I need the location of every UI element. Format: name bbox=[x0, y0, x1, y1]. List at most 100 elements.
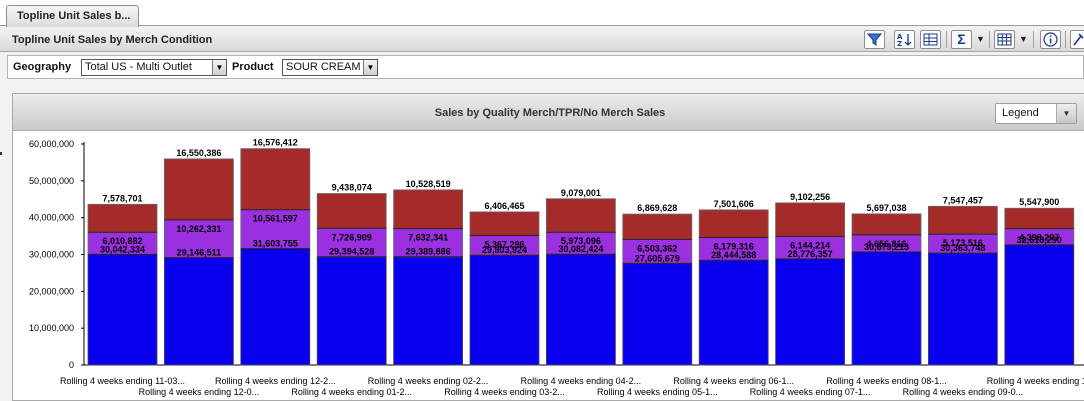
x-tick-label: Rolling 4 weeks ending 07-1... bbox=[750, 387, 871, 397]
bar-segment bbox=[1004, 207, 1075, 230]
bar-segment bbox=[546, 253, 616, 366]
svg-text:A: A bbox=[897, 33, 903, 41]
bar-segment bbox=[622, 262, 693, 366]
x-tick-label: Rolling 4 weeks ending 06-1... bbox=[673, 376, 794, 386]
data-label: 28,444,588 bbox=[711, 250, 756, 260]
x-tick-label: Rolling 4 weeks ending 12-2... bbox=[215, 376, 336, 386]
data-label: 29,394,528 bbox=[329, 247, 374, 257]
y-tick-label: 20,000,000 bbox=[29, 286, 74, 296]
sum-icon[interactable]: Σ bbox=[951, 30, 972, 49]
data-label: 5,367,296 bbox=[484, 239, 524, 249]
bar-segment bbox=[851, 251, 922, 366]
data-label: 5,173,516 bbox=[943, 238, 983, 248]
toolbar-separator bbox=[1033, 31, 1034, 48]
product-value: SOUR CREAM bbox=[286, 61, 361, 73]
bar-segment bbox=[622, 213, 693, 240]
bar-segment bbox=[698, 209, 769, 238]
bar-segment bbox=[240, 209, 311, 249]
data-label: 6,144,214 bbox=[790, 240, 830, 250]
bar-segment bbox=[240, 248, 311, 366]
data-label: 27,605,679 bbox=[635, 253, 680, 263]
x-tick-label: Rolling 4 weeks ending 03-2... bbox=[444, 387, 565, 397]
bar-segment bbox=[546, 198, 616, 233]
product-select[interactable]: SOUR CREAM ▼ bbox=[282, 59, 378, 76]
data-label: 5,973,096 bbox=[561, 236, 601, 246]
bar-segment bbox=[775, 202, 845, 237]
x-tick-label: Rolling 4 weeks ending 08-1... bbox=[826, 376, 947, 386]
data-label: 10,262,331 bbox=[176, 224, 221, 234]
toolbar-separator bbox=[989, 31, 990, 48]
table-layout-icon[interactable] bbox=[994, 30, 1015, 49]
bar-segment bbox=[698, 259, 769, 366]
y-tick-label: 60,000,000 bbox=[29, 139, 74, 149]
y-tick-label: 30,000,000 bbox=[29, 250, 74, 260]
x-tick-label: Rolling 4 weeks ending 05-1... bbox=[597, 387, 718, 397]
y-tick-label: 40,000,000 bbox=[29, 213, 74, 223]
bar-segment bbox=[469, 254, 540, 366]
chart-title: Sales by Quality Merch/TPR/No Merch Sale… bbox=[434, 107, 666, 119]
x-tick-label: Rolling 4 weeks ending 01-2... bbox=[291, 387, 412, 397]
y-tick-label: 10,000,000 bbox=[29, 323, 74, 333]
tools-icon[interactable] bbox=[1070, 30, 1084, 49]
x-tick-label: Rolling 4 weeks ending 10 bbox=[987, 376, 1084, 386]
geography-value: Total US - Multi Outlet bbox=[85, 61, 192, 73]
data-label: 7,501,606 bbox=[714, 199, 754, 209]
data-label: 6,179,316 bbox=[714, 241, 754, 251]
bar-segment bbox=[87, 253, 158, 366]
svg-text:Z: Z bbox=[897, 40, 902, 48]
side-marker bbox=[0, 152, 2, 155]
data-label: 30,082,424 bbox=[558, 244, 603, 254]
bar-segment bbox=[163, 158, 234, 221]
y-tick-label: 50,000,000 bbox=[29, 176, 74, 186]
bar-segment bbox=[316, 193, 387, 229]
data-label: 6,869,628 bbox=[637, 203, 677, 213]
data-label: 16,576,412 bbox=[253, 138, 298, 148]
tab-topline-unit-sales[interactable]: Topline Unit Sales b... bbox=[6, 5, 140, 27]
data-label: 29,146,511 bbox=[177, 248, 222, 258]
data-label: 7,547,457 bbox=[943, 195, 983, 205]
layout-dropdown-caret-icon[interactable]: ▼ bbox=[1019, 34, 1028, 44]
x-tick-label: Rolling 4 weeks ending 11-03... bbox=[60, 376, 185, 386]
chevron-down-icon[interactable]: ▼ bbox=[363, 60, 377, 75]
data-label: 28,776,357 bbox=[788, 249, 833, 259]
sum-dropdown-caret-icon[interactable]: ▼ bbox=[976, 34, 985, 44]
data-label: 7,726,909 bbox=[332, 232, 372, 242]
data-label: 9,079,001 bbox=[561, 188, 601, 198]
bar-segment bbox=[393, 189, 464, 230]
filter-bar: Geography Total US - Multi Outlet ▼ Prod… bbox=[7, 55, 1084, 79]
bar-segment bbox=[393, 256, 464, 366]
data-label: 6,503,362 bbox=[637, 243, 677, 253]
bar-segment bbox=[163, 219, 234, 259]
bar-segment bbox=[240, 148, 311, 211]
data-label: 7,578,701 bbox=[102, 193, 142, 203]
data-label: 29,803,924 bbox=[482, 245, 527, 255]
chevron-down-icon[interactable]: ▼ bbox=[212, 60, 226, 75]
x-tick-label: Rolling 4 weeks ending 04-2... bbox=[521, 376, 642, 386]
data-label: 7,632,341 bbox=[408, 233, 448, 243]
data-label: 32,618,290 bbox=[1017, 235, 1062, 245]
data-label: 4,398,297 bbox=[1019, 233, 1059, 243]
data-label: 10,528,519 bbox=[406, 179, 451, 189]
data-label: 4,656,816 bbox=[866, 239, 906, 249]
bar-segment bbox=[316, 227, 387, 258]
info-icon[interactable] bbox=[1040, 30, 1061, 49]
data-label: 6,406,465 bbox=[484, 201, 524, 211]
data-label: 10,561,597 bbox=[253, 214, 298, 224]
legend-dropdown[interactable]: Legend ▼ bbox=[995, 103, 1077, 124]
chevron-down-icon[interactable]: ▼ bbox=[1056, 104, 1076, 123]
toolbar-separator bbox=[1065, 31, 1066, 48]
bar-segment bbox=[163, 257, 234, 366]
x-tick-label: Rolling 4 weeks ending 09-0... bbox=[903, 387, 1024, 397]
data-label: 9,438,074 bbox=[332, 183, 372, 193]
legend-label: Legend bbox=[1002, 107, 1039, 119]
bar-segment bbox=[775, 258, 845, 366]
filter-icon[interactable] bbox=[864, 30, 885, 49]
data-label: 31,603,755 bbox=[253, 239, 298, 249]
data-label: 5,547,900 bbox=[1019, 197, 1059, 207]
grid-select-icon[interactable] bbox=[920, 30, 941, 49]
geography-select[interactable]: Total US - Multi Outlet ▼ bbox=[81, 59, 227, 76]
